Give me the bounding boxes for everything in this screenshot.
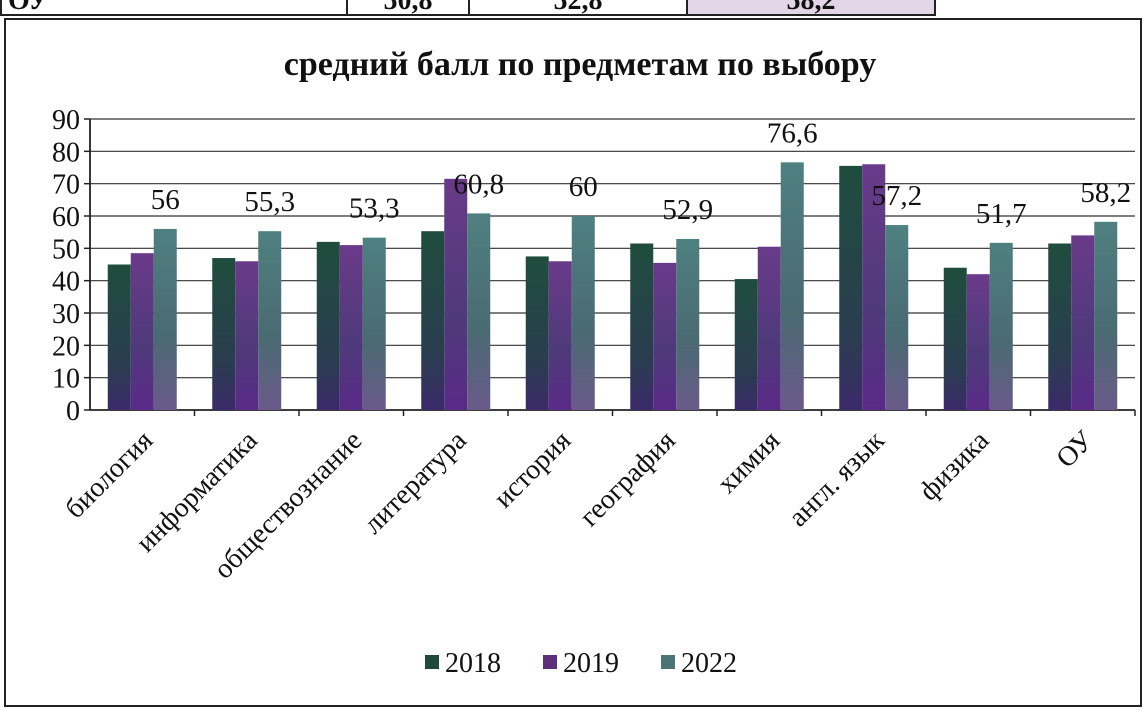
bar-2019-9 bbox=[966, 274, 990, 410]
bar-2018-3 bbox=[316, 241, 340, 410]
y-tick-label: 80 bbox=[52, 137, 80, 168]
data-label: 55,3 bbox=[244, 186, 295, 218]
data-label: 58,2 bbox=[1080, 177, 1131, 209]
bar-2018-9 bbox=[943, 267, 967, 410]
data-label: 57,2 bbox=[871, 180, 922, 212]
data-label: 56 bbox=[151, 184, 180, 216]
legend-label-2022: 2022 bbox=[681, 648, 737, 679]
bar-2018-6 bbox=[630, 243, 654, 410]
x-tick-label: физика bbox=[913, 425, 995, 507]
bar-2022-1 bbox=[153, 228, 177, 410]
legend-swatch-2019 bbox=[543, 655, 557, 669]
bar-2019-2 bbox=[235, 261, 259, 410]
bars bbox=[107, 162, 1118, 410]
data-label: 52,9 bbox=[662, 194, 713, 226]
bar-2018-4 bbox=[421, 231, 445, 410]
legend-swatch-2018 bbox=[425, 655, 439, 669]
bar-2019-8 bbox=[862, 164, 886, 410]
data-label: 51,7 bbox=[976, 198, 1027, 230]
bar-2022-9 bbox=[989, 242, 1013, 410]
chart-title: средний балл по предметам по выбору bbox=[284, 46, 877, 83]
x-tick-label: англ. язык bbox=[783, 425, 891, 533]
bar-2018-7 bbox=[734, 279, 758, 410]
bar-2019-3 bbox=[339, 245, 363, 410]
x-tick-label: биология bbox=[59, 425, 159, 525]
bar-2019-1 bbox=[130, 253, 154, 410]
bar-2022-8 bbox=[885, 225, 909, 410]
bar-2018-8 bbox=[839, 165, 863, 410]
y-tick-label: 50 bbox=[52, 234, 80, 265]
bar-2022-7 bbox=[780, 162, 804, 410]
y-tick-label: 90 bbox=[52, 105, 80, 136]
y-tick-label: 30 bbox=[52, 299, 80, 330]
legend: 2018 2019 2022 bbox=[425, 648, 737, 679]
bar-2018-5 bbox=[525, 256, 549, 410]
data-labels: 56 55,3 53,3 60,8 60 52,9 76,6 57,2 51,7 58,2 bbox=[151, 117, 1131, 230]
summary-table-strip: ОУ 50,8 52,8 58,2 bbox=[0, 0, 1148, 20]
legend-swatch-2022 bbox=[661, 655, 675, 669]
bar-2022-3 bbox=[362, 237, 386, 410]
y-tick-label: 60 bbox=[52, 202, 80, 233]
x-tick-label: история bbox=[488, 425, 577, 514]
bar-2022-2 bbox=[258, 231, 282, 410]
legend-label-2019: 2019 bbox=[563, 648, 619, 679]
y-tick-label: 20 bbox=[52, 331, 80, 362]
y-tick-label: 40 bbox=[52, 267, 80, 298]
legend-label-2018: 2018 bbox=[445, 648, 501, 679]
bar-2019-5 bbox=[548, 261, 572, 410]
bar-2018-10 bbox=[1048, 243, 1072, 410]
bar-2019-4 bbox=[444, 178, 468, 410]
x-tick-label: география bbox=[574, 425, 682, 533]
bar-2022-4 bbox=[467, 213, 491, 410]
x-tick-label: литература bbox=[358, 425, 473, 540]
bar-2018-1 bbox=[107, 264, 131, 410]
y-tick-label: 10 bbox=[52, 364, 80, 395]
data-label: 60,8 bbox=[453, 168, 504, 200]
bar-2018-2 bbox=[212, 258, 236, 410]
data-label: 60 bbox=[569, 171, 598, 203]
bar-2022-5 bbox=[571, 216, 595, 410]
x-tick-label: ОУ bbox=[1051, 425, 1100, 474]
x-tick-label: химия bbox=[712, 425, 787, 500]
data-label: 76,6 bbox=[767, 117, 818, 149]
y-tick-label: 0 bbox=[66, 396, 80, 427]
bar-2022-10 bbox=[1094, 221, 1118, 410]
bar-2019-7 bbox=[757, 246, 781, 410]
bar-2019-6 bbox=[653, 262, 677, 410]
bar-2019-10 bbox=[1071, 235, 1095, 410]
y-tick-label: 70 bbox=[52, 170, 80, 201]
x-tick-labels: биологияинформатикаобществознаниелитерат… bbox=[59, 425, 1099, 586]
table-cell-2022: 58,2 bbox=[686, 0, 936, 16]
bar-2022-6 bbox=[676, 238, 700, 410]
data-label: 53,3 bbox=[349, 193, 400, 225]
